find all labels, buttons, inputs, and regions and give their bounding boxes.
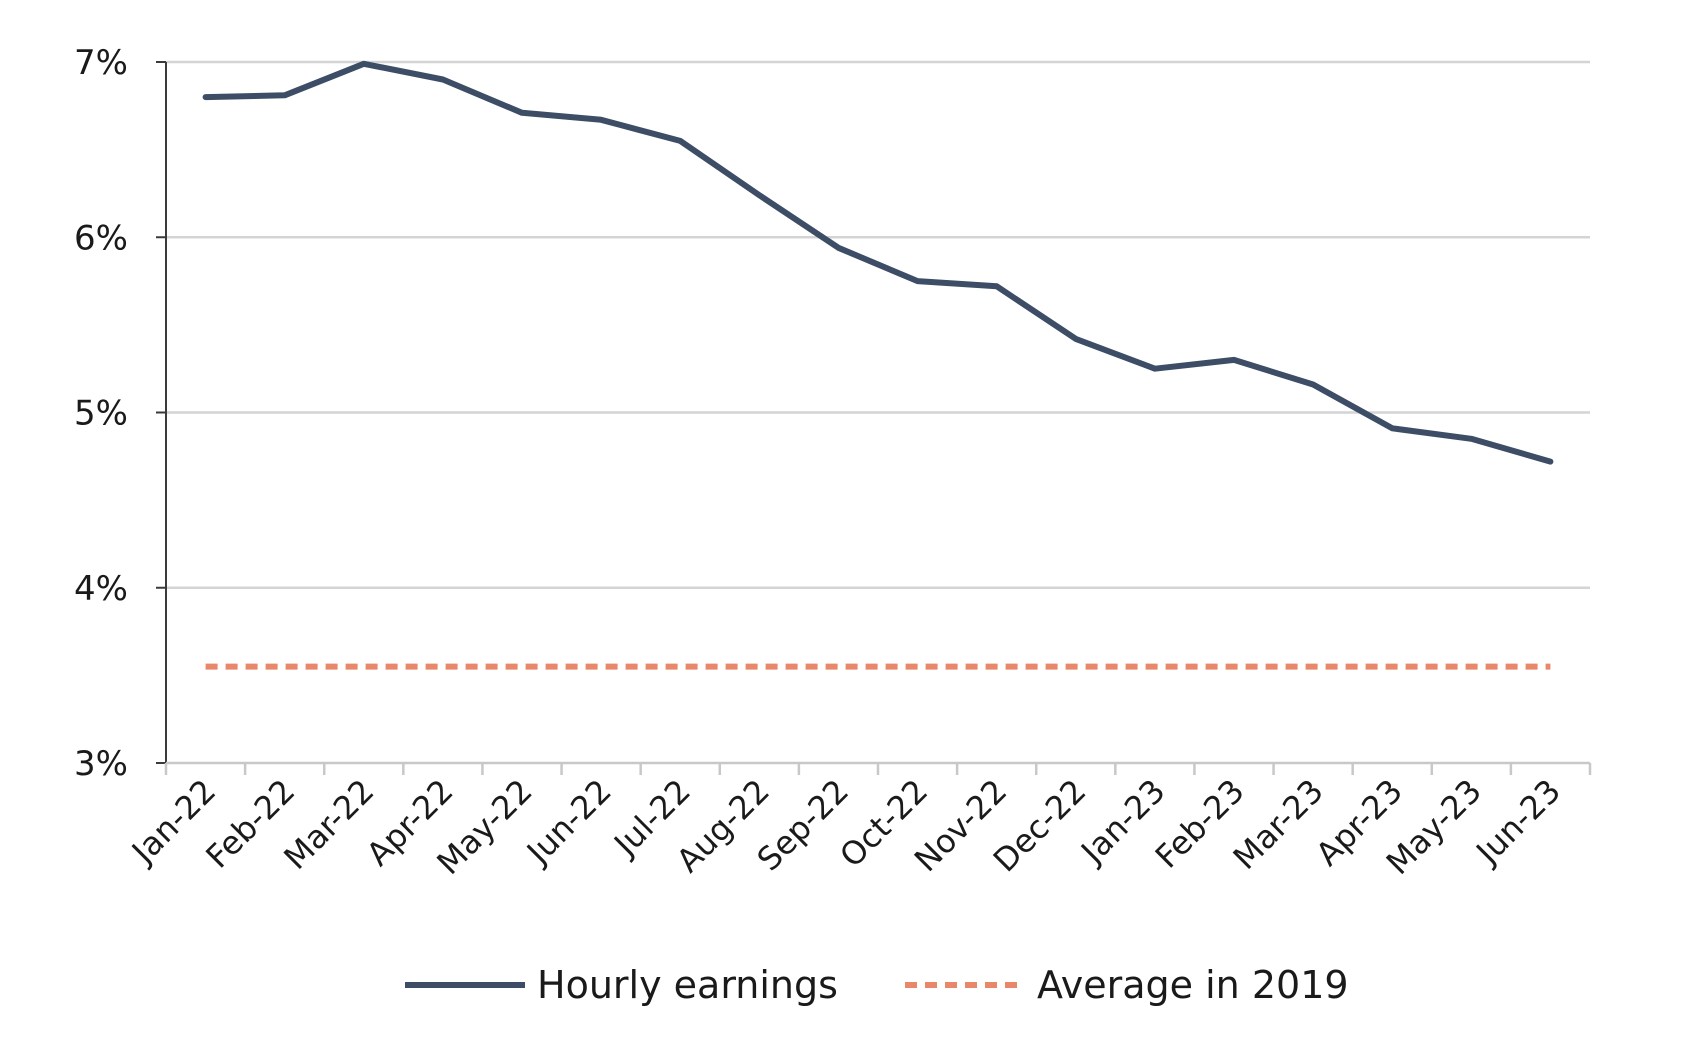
legend-label: Hourly earnings [537,963,838,1007]
x-tick-label: Mar-23 [1226,772,1331,877]
series [202,60,1554,670]
x-tick-label: Mar-22 [276,772,381,877]
legend-label: Average in 2019 [1037,963,1349,1007]
y-tick-label: 5% [74,394,128,434]
y-tick-label: 4% [74,569,128,609]
x-tick-label: Jun-23 [1468,772,1569,873]
series-line-0 [202,60,1554,465]
y-tick-label: 7% [74,43,128,83]
y-tick-label: 6% [74,218,128,258]
x-tick-label: Jun-22 [518,772,619,873]
axes: 3%4%5%6%7%Jan-22Feb-22Mar-22Apr-22May-22… [74,43,1592,882]
gridlines [166,60,1590,589]
y-tick-label: 3% [74,744,128,784]
legend: Hourly earnings Average in 2019 [405,963,1349,1007]
